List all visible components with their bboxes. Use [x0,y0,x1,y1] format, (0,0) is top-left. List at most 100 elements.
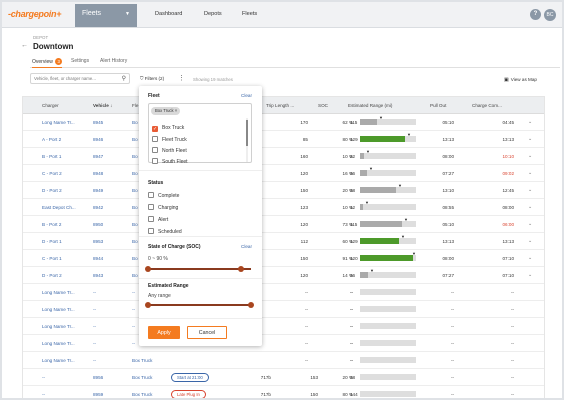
table-row[interactable]: -- 8959 Box Truck Late Plug In 717b 80 % 150 14… [23,386,544,398]
soc-clear-link[interactable]: Clear [241,244,252,249]
fleet-option[interactable]: ✓ Box Truck [152,125,184,132]
range-slider-max-handle[interactable] [248,302,254,308]
tab-overview[interactable]: Overview 3 [32,58,63,68]
col-charger[interactable]: Charger [42,103,59,108]
vehicle-cell[interactable]: 8945 [93,120,104,125]
table-row[interactable]: D - Port 2 8943 Bo 120 14 % 36 ▼ 07:27 07:10 ⌄ [23,267,544,284]
fleet-list-scrollbar[interactable] [246,118,248,162]
status-option[interactable]: Alert [148,216,168,223]
scrollbar-thumb[interactable] [246,120,248,146]
tab-alert-history[interactable]: Alert History [100,58,128,64]
table-row[interactable]: B - Port 1 8947 Bo 160 10 % 22 ▼ 08:00 10:10 ⌄ [23,148,544,165]
status-option[interactable]: Charging [148,204,178,211]
back-arrow-icon[interactable]: ← [21,42,28,49]
chip-remove-icon[interactable]: × [174,108,178,113]
col-estimated-range[interactable]: Estimated Range (mi) [348,103,393,108]
charger-cell[interactable]: Long Name Tr... [42,290,75,295]
table-row[interactable]: Long Name Tr... -- -- -- -- -- -- -- [23,301,544,318]
table-row[interactable]: D - Port 2 8949 Bo 150 20 % 38 ▼ 13:10 12:45 ⌄ [23,182,544,199]
vehicle-cell[interactable]: 8953 [93,239,104,244]
table-row[interactable]: Long Name Tr... -- Box Truck -- -- -- -- -- [23,352,544,369]
charger-cell[interactable]: Long Name Tr... [42,358,75,363]
charger-cell[interactable]: East Depot Ch... [42,205,76,210]
help-icon[interactable]: ? [530,9,541,20]
table-row[interactable]: Long Name Tr... -- -- -- -- -- -- -- [23,318,544,335]
fleet-chip[interactable]: Box Truck × [151,107,181,115]
range-slider-min-handle[interactable] [145,302,151,308]
col-pull-out[interactable]: Pull Out [430,103,447,108]
charger-cell[interactable]: D - Port 1 [42,239,62,244]
chevron-down-icon[interactable]: ⌄ [528,119,533,125]
soc-slider[interactable] [145,266,251,272]
status-badge[interactable]: Start at 21:00 [171,373,209,382]
cancel-button[interactable]: Cancel [187,326,227,339]
soc-slider-min-handle[interactable] [145,266,151,272]
table-row[interactable]: -- 8956 Box Truck Start at 21:00 717b 20 % 153… [23,369,544,386]
vehicle-cell[interactable]: 8949 [93,188,104,193]
charger-cell[interactable]: Long Name Tr... [42,120,75,125]
charger-cell[interactable]: D - Port 2 [42,273,62,278]
filters-button[interactable]: ⛉ Filters (2) [140,76,164,81]
col-soc[interactable]: SOC [318,103,328,108]
vehicle-cell[interactable]: 8948 [93,171,104,176]
fleet-checkbox[interactable] [152,136,158,142]
table-row[interactable]: D - Port 1 8953 Bo 112 60 % 129 ▼ 13:13 13:13 ⌄ [23,233,544,250]
table-row[interactable]: Long Name Tr... 8945 Bo 170 62 % 115 ▼ 05:10 04:… [23,114,544,131]
table-row[interactable]: B - Port 2 8950 Bo 120 73 % 115 ▼ 05:10 06:00 ⌄ [23,216,544,233]
vehicle-cell[interactable]: 8959 [93,392,104,397]
apply-button[interactable]: Apply [148,326,180,339]
nav-fleets[interactable]: Fleets [242,11,258,17]
status-checkbox[interactable] [148,192,154,198]
vehicle-cell[interactable]: 8944 [93,256,104,261]
fleet-clear-link[interactable]: Clear [241,93,252,98]
soc-slider-max-handle[interactable] [237,266,244,272]
table-row[interactable]: East Depot Ch... 8942 Bo 123 10 % 12 ▼ 08:55 08:… [23,199,544,216]
charger-cell[interactable]: A - Port 2 [42,137,62,142]
vehicle-cell[interactable]: 8946 [93,137,104,142]
fleet-option[interactable]: South Fleet [152,158,188,165]
chargepoint-logo[interactable]: -chargepoin+ [8,9,62,19]
status-checkbox[interactable] [148,228,154,234]
fleet-checkbox[interactable] [152,158,158,164]
charger-cell[interactable]: Long Name Tr... [42,341,75,346]
chevron-down-icon[interactable]: ⌄ [528,204,533,210]
nav-dashboard[interactable]: Dashboard [155,11,183,17]
search-icon[interactable]: ⚲ [121,76,126,82]
col-vehicle[interactable]: Vehicle ↓ [93,103,112,108]
nav-depots[interactable]: Depots [204,11,222,17]
table-row[interactable]: Long Name Tr... -- -- -- -- -- -- -- [23,335,544,352]
fleet-option[interactable]: Fleet Truck [152,136,187,143]
chevron-down-icon[interactable]: ⌄ [528,187,533,193]
status-badge[interactable]: Late Plug In [171,390,206,398]
view-as-map-button[interactable]: ▣ View as Map [504,77,537,83]
col-trip-length[interactable]: Trip Length ... [266,103,295,108]
charger-cell[interactable]: C - Port 1 [42,256,62,261]
table-row[interactable]: C - Port 2 8948 Bo 120 16 % 36 ▼ 07:27 09:02 ⌄ [23,165,544,182]
charger-cell[interactable]: Long Name Tr... [42,324,75,329]
table-row[interactable]: Long Name Tr... -- -- -- -- -- -- -- [23,284,544,301]
status-checkbox[interactable] [148,204,154,210]
vehicle-cell[interactable]: 8943 [93,273,104,278]
avatar[interactable]: BC [544,9,556,21]
range-slider[interactable] [145,302,254,308]
chevron-down-icon[interactable]: ⌄ [528,238,533,244]
tab-settings[interactable]: Settings [71,58,90,64]
table-row[interactable]: C - Port 1 8944 Bo 150 91 % 120 ▼ 08:00 07:10 ⌄ [23,250,544,267]
chevron-down-icon[interactable]: ⌄ [528,255,533,261]
chevron-down-icon[interactable]: ⌄ [528,272,533,278]
charger-cell[interactable]: B - Port 2 [42,222,62,227]
vehicle-cell[interactable]: 8950 [93,222,104,227]
fleet-checkbox[interactable]: ✓ [152,126,158,132]
chevron-down-icon[interactable]: ⌄ [528,221,533,227]
fleet-option[interactable]: North Fleet [152,147,187,154]
vehicle-cell[interactable]: 8956 [93,375,104,380]
vehicle-cell[interactable]: 8942 [93,205,104,210]
more-options-icon[interactable]: ⋮ [178,75,185,82]
col-charge-complete[interactable]: Charge Com... [472,103,502,108]
chevron-down-icon[interactable]: ⌄ [528,170,533,176]
charger-cell[interactable]: Long Name Tr... [42,307,75,312]
chevron-down-icon[interactable]: ⌄ [528,153,533,159]
status-option[interactable]: Complete [148,192,179,199]
charger-cell[interactable]: C - Port 2 [42,171,62,176]
charger-cell[interactable]: D - Port 2 [42,188,62,193]
